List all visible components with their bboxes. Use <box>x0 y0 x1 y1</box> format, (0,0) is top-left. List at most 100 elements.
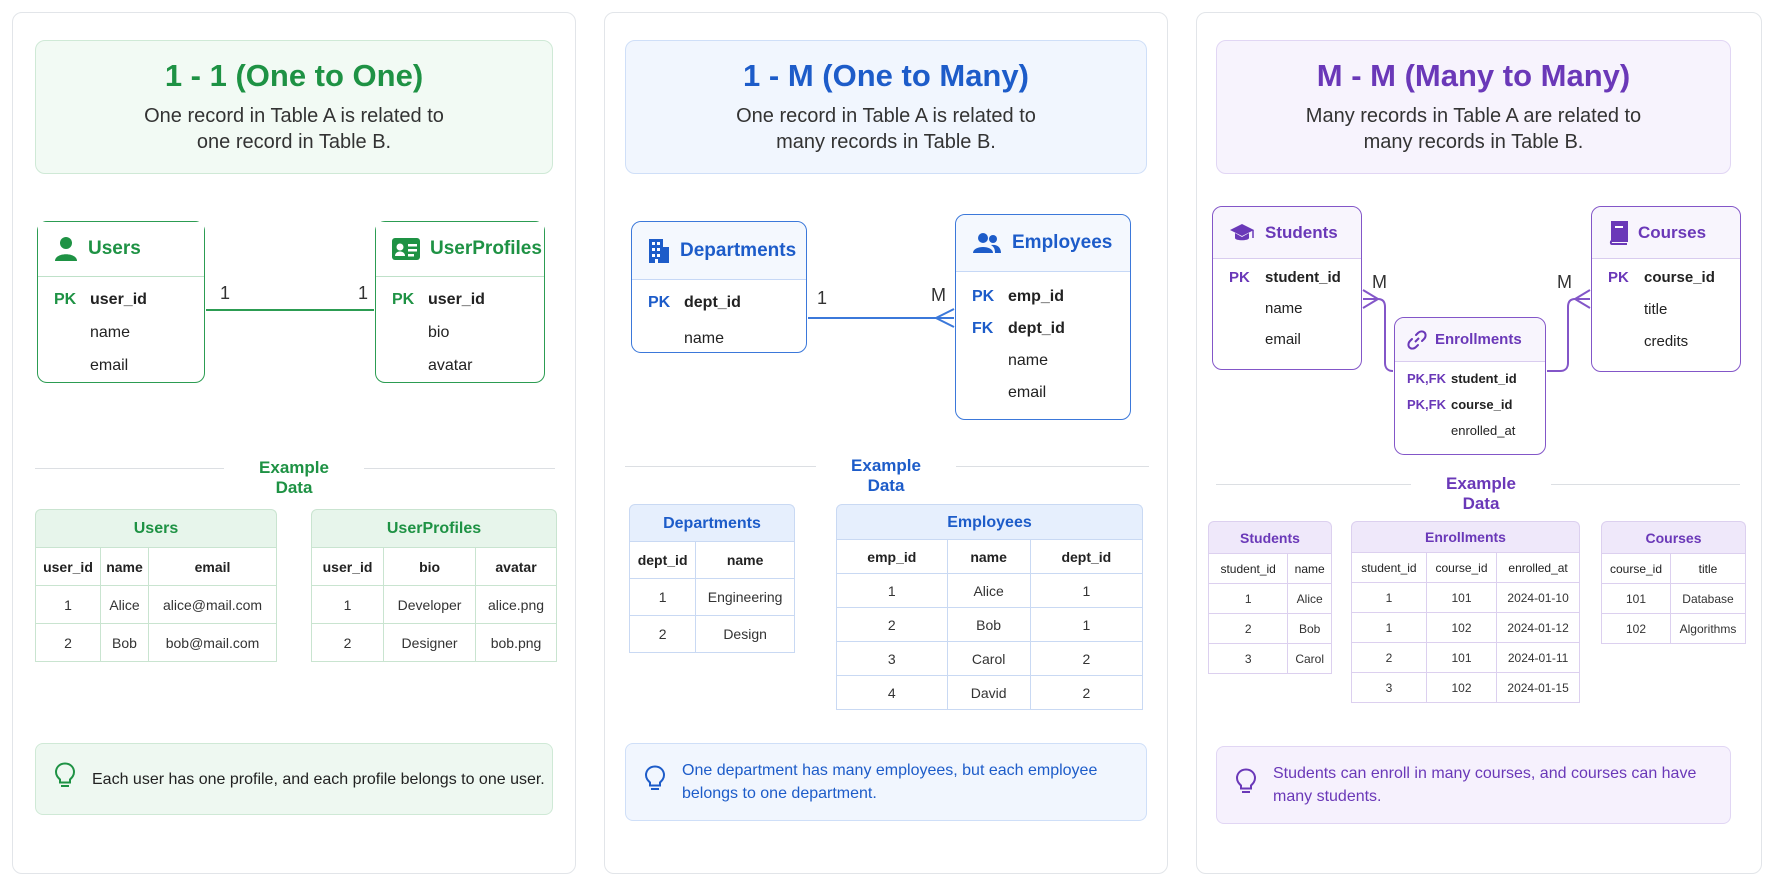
entity-field-row: name <box>684 330 725 347</box>
cardinality-label-a: 1 <box>817 288 828 308</box>
entity-field-row: PK student_id <box>1229 269 1341 286</box>
table-row: 1 Engineering <box>628 578 795 616</box>
panel-header: M - M (Many to Many) Many records in Tab… <box>1216 40 1731 174</box>
entity-header: Users <box>38 222 204 277</box>
entity-name: Students <box>1265 222 1338 242</box>
entity-field-row: email <box>1008 384 1047 401</box>
entity-field-row: email <box>90 357 129 374</box>
table-row: 3 102 2024-01-15 <box>1351 672 1580 703</box>
panel-title: 1 - M (One to Many) <box>743 58 1029 93</box>
lightbulb-icon <box>1235 768 1257 803</box>
entity-name: UserProfiles <box>430 238 542 259</box>
cardinality-label-b: M <box>1557 272 1572 292</box>
panel-title: 1 - 1 (One to One) <box>164 58 424 93</box>
panel-many-to-many: M - M (Many to Many) Many records in Tab… <box>1196 12 1762 874</box>
entity-field-row: credits <box>1644 333 1689 350</box>
entity-header: Departments <box>632 222 806 280</box>
entity-name: Employees <box>1012 232 1113 253</box>
link-icon <box>1407 329 1427 350</box>
panel-description: Many records in Table A are related to ma… <box>1305 105 1642 153</box>
entity-courses: Courses PK course_id title credits <box>1591 206 1741 372</box>
example-data-title: Example Data <box>816 456 956 496</box>
graduation-cap-icon <box>1229 223 1255 243</box>
note-text: One department has many employees, but e… <box>682 762 1098 802</box>
table-header-row: student_id course_id enrolled_at <box>1351 552 1580 583</box>
table-row: 2 Designer bob.png <box>310 623 557 662</box>
table-title: Courses <box>1601 521 1746 553</box>
entity-field-row: PK course_id <box>1608 269 1715 286</box>
entity-name: Enrollments <box>1435 331 1522 348</box>
entity-field-row: name <box>1265 300 1303 317</box>
book-icon <box>1608 220 1628 245</box>
entity-field-row: avatar <box>428 357 473 374</box>
cardinality-label-a: 1 <box>220 283 231 303</box>
entity-name: Courses <box>1638 222 1707 242</box>
entity-field-row: name <box>90 324 131 341</box>
example-table-enrollments: Enrollments student_id course_id enrolled_… <box>1351 521 1580 703</box>
entity-name: Departments <box>680 239 797 261</box>
tip-note: Students can enroll in many courses, and… <box>1216 746 1731 824</box>
example-data-title: Example Data <box>224 458 364 498</box>
entity-employees: Employees PK emp_id FK dept_id name email <box>955 214 1131 420</box>
entity-header: Employees <box>956 215 1130 272</box>
table-title: Departments <box>629 504 795 541</box>
building-icon <box>648 238 670 264</box>
table-header-row: user_id bio avatar <box>310 547 557 586</box>
table-row: 2 Bob <box>1207 613 1332 644</box>
entity-header: Students <box>1213 207 1361 259</box>
entity-field-row: enrolled_at <box>1451 423 1516 438</box>
crows-foot-icon <box>933 308 955 328</box>
entity-header: UserProfiles <box>376 222 544 277</box>
entity-userprofiles: UserProfiles PK user_id bio avatar <box>375 221 545 383</box>
entity-field-row: PK dept_id <box>648 294 741 311</box>
table-row: 2 Bob bob@mail.com <box>35 623 277 662</box>
table-row: 4 David 2 <box>836 675 1144 710</box>
entity-field-row: FK dept_id <box>972 320 1065 337</box>
table-row: 101 Database <box>1601 583 1747 614</box>
id-card-icon <box>392 238 420 260</box>
lightbulb-icon <box>54 762 76 797</box>
table-row: 102 Algorithms <box>1601 613 1747 644</box>
user-icon <box>54 236 78 262</box>
table-header-row: dept_id name <box>628 541 795 579</box>
entity-departments: Departments PK dept_id name <box>631 221 807 353</box>
table-title: Students <box>1208 521 1332 553</box>
entity-students: Students PK student_id name email <box>1212 206 1362 370</box>
panel-one-to-one: 1 - 1 (One to One) One record in Table A… <box>12 12 576 874</box>
example-table-employees: Employees emp_id name dept_id 1 Alice 1 2 Bob… <box>836 504 1144 710</box>
cardinality-label-b: M <box>931 285 946 305</box>
entity-users: Users PK user_id name email <box>37 221 205 383</box>
panel-header: 1 - 1 (One to One) One record in Table A… <box>35 40 553 174</box>
table-header-row: course_id title <box>1601 553 1747 584</box>
entity-field-row: title <box>1644 301 1668 318</box>
example-data-title: Example Data <box>1411 474 1551 514</box>
table-header-row: user_id name email <box>35 547 277 586</box>
panel-description: One record in Table A is related to one r… <box>144 105 444 153</box>
table-row: 2 Bob 1 <box>836 607 1144 642</box>
users-icon <box>972 232 1002 254</box>
table-row: 3 Carol <box>1207 643 1332 674</box>
entity-header: Enrollments <box>1395 318 1545 362</box>
panel-description: One record in Table A is related to many … <box>736 105 1036 153</box>
example-table-userprofiles: UserProfiles user_id bio avatar 1 Developer… <box>310 509 557 662</box>
entity-name: Users <box>88 238 141 259</box>
example-table-users: Users user_id name email 1 Alice alice@mail.… <box>35 509 277 662</box>
example-table-courses: Courses course_id title 101 Database 102 Al… <box>1601 521 1747 644</box>
table-row: 1 Developer alice.png <box>310 585 557 624</box>
note-text: Students can enroll in many courses, and… <box>1273 765 1697 805</box>
table-row: 1 Alice 1 <box>836 573 1144 608</box>
entity-field-row: PK,FK course_id <box>1407 397 1513 412</box>
entity-field-row: PK user_id <box>392 291 485 308</box>
table-title: UserProfiles <box>311 509 557 547</box>
table-row: 2 101 2024-01-11 <box>1351 642 1580 673</box>
tip-note: One department has many employees, but e… <box>625 743 1147 821</box>
table-row: 1 102 2024-01-12 <box>1351 612 1580 643</box>
crows-foot-icon <box>1573 289 1591 309</box>
panel-title: M - M (Many to Many) <box>1316 58 1631 93</box>
cardinality-label-a: M <box>1372 272 1387 292</box>
tip-note: Each user has one profile, and each prof… <box>35 743 553 815</box>
panel-one-to-many: 1 - M (One to Many) One record in Table … <box>604 12 1168 874</box>
entity-header: Courses <box>1592 207 1740 259</box>
table-row: 1 Alice alice@mail.com <box>35 585 277 624</box>
panel-header: 1 - M (One to Many) One record in Table … <box>625 40 1147 174</box>
